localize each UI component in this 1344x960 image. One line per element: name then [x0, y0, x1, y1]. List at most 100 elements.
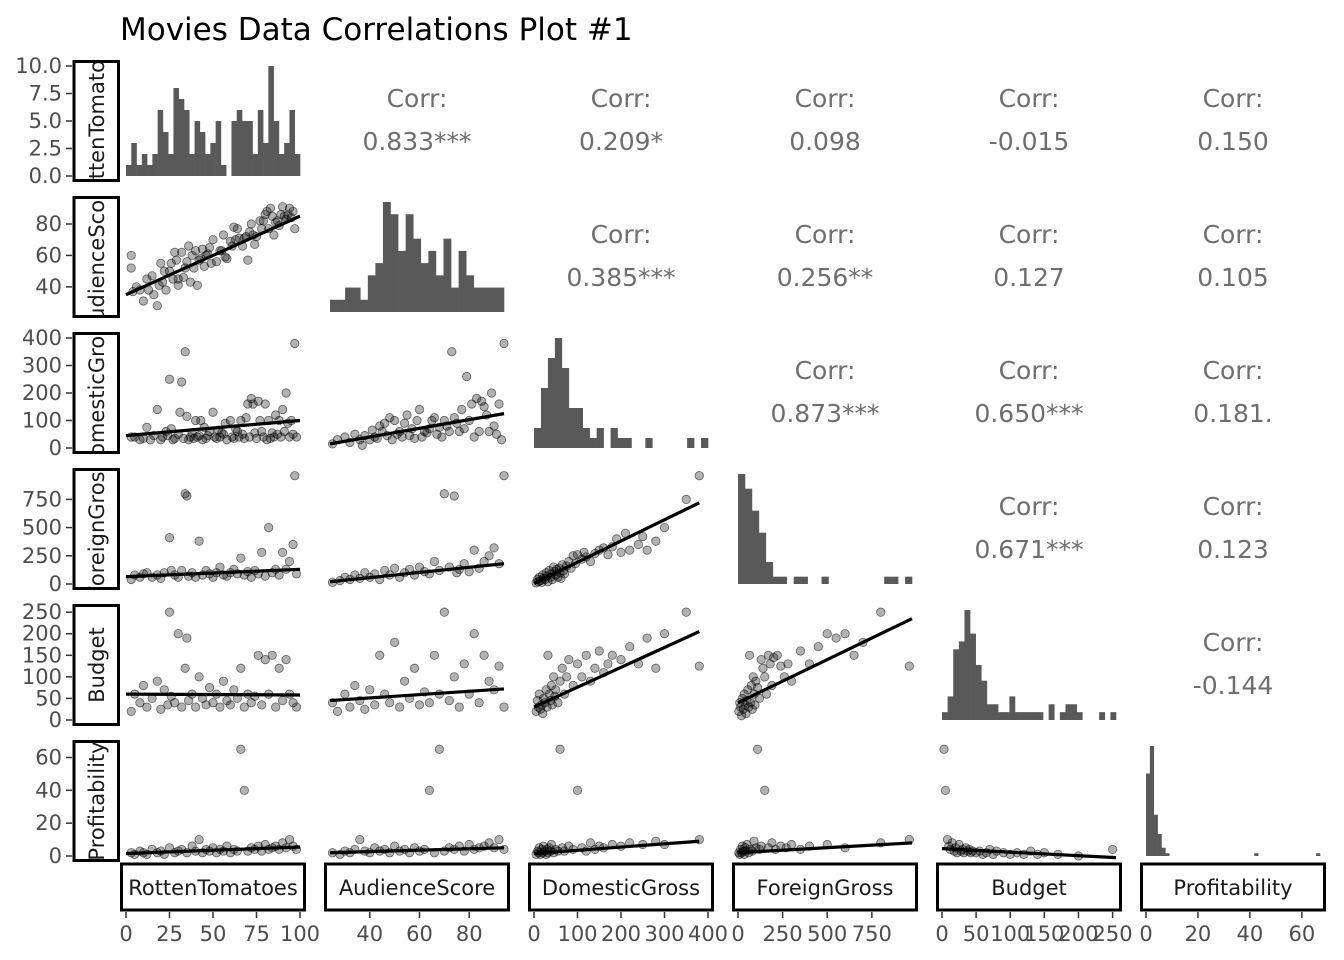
scatter-point	[876, 607, 886, 617]
scatter-point	[822, 629, 832, 639]
x-tick-label: 0	[1139, 922, 1152, 946]
scatter-point	[572, 785, 583, 795]
scatter-point	[239, 433, 249, 443]
corr-label: Corr:	[999, 220, 1060, 249]
scatter-point	[277, 404, 288, 415]
scatter-point	[248, 399, 258, 409]
histogram-bar	[220, 165, 227, 176]
histogram-bar	[998, 712, 1005, 720]
scatter-point	[564, 655, 574, 665]
scatter-point	[409, 663, 420, 673]
scatter-point	[642, 633, 652, 643]
scatter-point	[281, 655, 291, 665]
y-tick-label: 0	[49, 572, 62, 596]
x-tick-label: 80	[456, 922, 483, 946]
histogram-bar	[257, 110, 264, 176]
x-axis-ForeignGross: 0 250 500 750	[731, 912, 892, 946]
strip-x-ForeignGross: ForeignGross	[732, 862, 918, 912]
histogram-bar	[958, 641, 965, 720]
strip-label-clip: RottenTomatoes	[85, 36, 109, 206]
scatter-point	[138, 296, 148, 306]
scatter-point	[744, 650, 755, 660]
strip-label: RottenTomatoes	[85, 36, 109, 206]
scatter-point	[496, 435, 507, 445]
scatter-point	[257, 426, 267, 437]
histogram-bar	[701, 438, 709, 448]
scatter-point	[494, 834, 504, 845]
x-tick-label: 100	[280, 922, 320, 946]
scatter-point	[164, 607, 175, 617]
histogram-Profitability	[1146, 746, 1321, 856]
strip-box	[72, 332, 120, 454]
scatter-point	[291, 432, 302, 442]
histogram-bar	[405, 214, 414, 312]
scatter-point	[454, 426, 464, 437]
corr-label: Corr:	[999, 84, 1060, 113]
strip-box	[72, 468, 120, 590]
scatter-point	[236, 663, 246, 673]
scatter-point	[290, 471, 300, 481]
scatter-point	[444, 426, 454, 437]
histogram-bar	[953, 649, 960, 720]
histogram-bar	[738, 474, 746, 584]
x-tick-label: 40	[356, 922, 383, 946]
fit-line	[125, 845, 301, 856]
histogram-bar	[1316, 853, 1321, 856]
strip-box	[72, 60, 120, 182]
y-tick-label: 0	[49, 436, 62, 460]
scatter-point	[177, 702, 187, 712]
histogram-bar	[1065, 704, 1072, 720]
scatter-point	[553, 698, 563, 708]
scatter-point	[215, 702, 225, 712]
scatter-point	[499, 702, 509, 712]
scatter-point	[229, 685, 239, 695]
histogram-bar	[413, 238, 422, 312]
scatter-point	[253, 650, 263, 660]
histogram-bar	[596, 428, 604, 448]
scatter-point	[409, 433, 420, 443]
histogram-bar	[263, 143, 269, 176]
x-axis-Profitability: 0 20 40 60	[1139, 912, 1315, 946]
x-tick-label: 750	[852, 922, 892, 946]
scatter-RottenTomatoes-Budget	[125, 607, 302, 716]
scatter-point	[173, 280, 183, 290]
x-tick-label: 300	[644, 922, 684, 946]
x-tick-label: 150	[1024, 922, 1064, 946]
scatter-point	[616, 655, 626, 665]
fit-line	[533, 839, 700, 856]
x-tick-label: 0	[119, 922, 132, 946]
y-tick-label: 100	[22, 409, 62, 433]
strip-box	[72, 604, 120, 726]
scatter-point	[161, 285, 171, 295]
fit-line	[125, 418, 301, 438]
scatter-point	[284, 203, 295, 213]
x-tick-label: 100	[557, 922, 597, 946]
scatter-point	[208, 698, 218, 708]
scatter-point	[390, 415, 400, 426]
scatter-point	[177, 377, 187, 387]
histogram-bar	[289, 110, 296, 176]
scatter-point	[543, 650, 553, 660]
strip-box	[120, 862, 306, 912]
scatter-point	[760, 785, 770, 795]
scatter-point	[472, 393, 482, 404]
strip-y-RottenTomatoes: RottenTomatoes	[72, 36, 120, 206]
y-tick-label: 40	[35, 275, 62, 299]
histogram-bar	[561, 368, 570, 448]
scatter-point	[279, 426, 289, 437]
strip-y-DomesticGross: DomesticGross	[72, 332, 120, 454]
scatter-point	[218, 230, 229, 240]
scatter-point	[642, 545, 652, 555]
y-tick-label: 200	[22, 622, 62, 646]
scatter-point	[548, 672, 559, 682]
scatter-point	[459, 424, 469, 434]
scatter-point	[218, 429, 229, 439]
histogram-bar	[168, 154, 174, 176]
scatter-point	[159, 266, 169, 276]
strip-label: AudienceScore	[339, 876, 495, 900]
scatter-point	[260, 655, 270, 665]
scatter-point	[581, 650, 591, 660]
scatter-point	[375, 421, 385, 431]
scatter-point	[555, 676, 565, 686]
scatter-point	[399, 418, 410, 428]
